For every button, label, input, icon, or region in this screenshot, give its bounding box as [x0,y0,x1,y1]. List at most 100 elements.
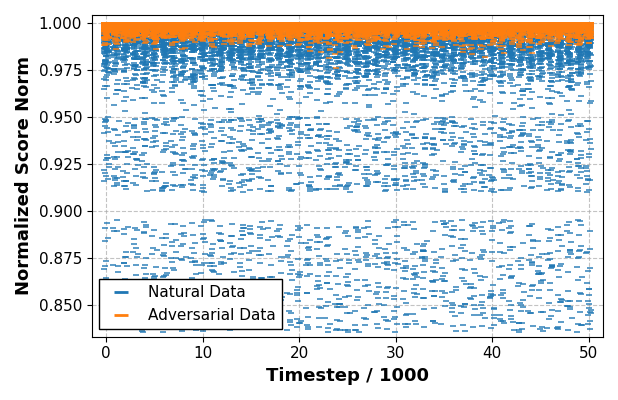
Point [129,20,139,26]
Point [111,313,121,319]
Point [239,20,248,27]
Point [303,246,313,253]
Point [460,21,470,27]
Point [494,20,504,26]
Point [219,25,229,31]
Point [381,32,391,38]
Point [247,38,257,44]
Point [158,28,168,34]
Point [248,30,258,37]
Point [181,107,191,113]
Point [381,23,391,30]
Point [544,22,554,28]
Point [353,50,363,56]
Point [428,24,438,30]
Point [525,25,535,32]
Point [496,43,506,49]
Point [565,23,575,30]
Point [214,48,224,54]
Point [536,20,546,26]
Point [476,25,486,31]
Point [508,20,518,26]
Point [254,30,264,36]
Point [450,140,460,146]
Point [302,28,311,34]
Point [533,30,543,36]
Point [344,42,353,49]
Point [276,23,286,29]
Point [525,36,535,43]
Point [467,23,477,29]
Point [176,27,186,34]
Point [255,20,265,26]
Point [573,21,583,27]
Point [544,29,554,35]
Point [258,22,268,28]
Point [506,144,515,150]
Point [215,81,225,87]
Point [341,164,350,170]
Point [205,21,214,27]
Point [234,34,244,40]
Point [140,34,150,40]
Point [363,177,373,183]
Point [162,28,172,35]
Point [564,26,574,32]
Point [393,33,403,39]
Point [159,290,169,297]
Point [379,260,389,266]
Point [316,27,326,33]
Point [576,22,586,29]
Point [562,30,572,36]
Point [458,25,468,31]
Point [379,20,389,26]
Point [527,24,536,30]
Point [506,21,516,28]
Point [567,22,577,29]
Point [461,22,471,28]
Point [215,24,225,31]
Point [398,155,408,162]
Point [258,20,268,26]
Point [219,22,229,28]
Point [311,62,321,68]
Point [476,32,486,39]
Point [244,25,254,31]
Point [160,21,170,28]
Point [206,31,216,38]
Point [236,21,246,27]
Point [349,119,359,126]
Point [196,41,206,48]
Point [255,20,265,27]
Point [586,30,596,37]
Point [455,30,465,36]
Point [363,181,373,188]
Point [342,281,352,288]
Point [354,71,364,77]
Point [179,31,188,37]
Point [379,26,389,33]
Point [361,20,371,26]
Point [408,30,418,36]
Point [186,26,196,33]
Point [132,45,142,52]
Point [480,34,490,41]
Point [247,43,257,49]
Point [274,21,284,27]
Point [199,22,209,29]
Point [198,47,208,54]
Point [496,20,506,26]
Point [122,32,132,38]
Point [428,26,438,32]
Point [302,33,312,40]
Point [296,24,306,30]
Point [354,59,364,65]
Point [170,20,180,26]
Point [190,29,200,36]
Point [573,24,583,31]
Point [536,25,546,31]
Point [209,23,219,29]
Point [188,24,198,30]
Point [111,26,121,33]
Point [509,22,519,28]
